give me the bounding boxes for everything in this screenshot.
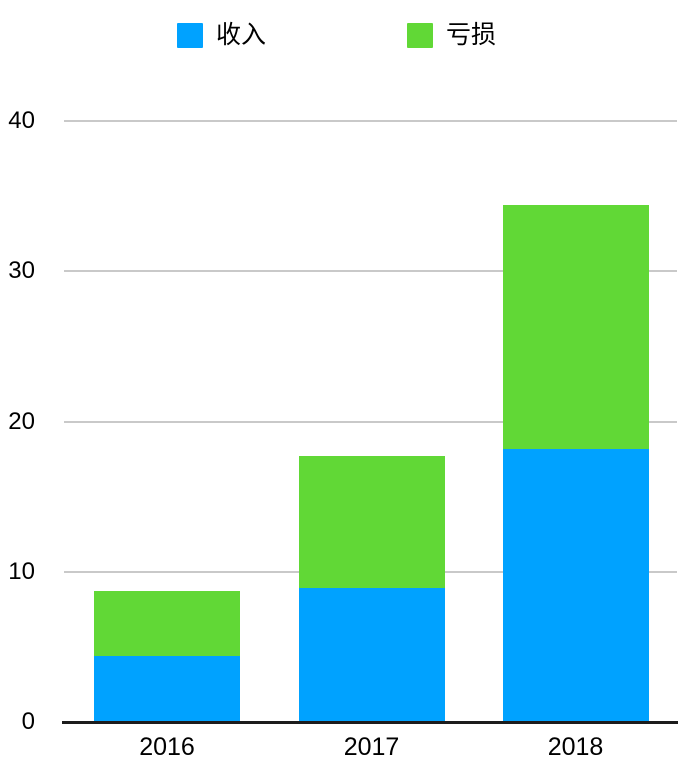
bar-segment-2016-loss [94,591,240,656]
y-axis-tick-label-20: 20 [8,407,35,435]
y-gridline-20 [64,420,677,423]
bar-segment-2018-loss [502,205,649,449]
legend-item-income: 收入 [177,18,266,52]
y-axis-tick-label-30: 30 [8,257,35,285]
bar-segment-2017-loss [298,456,445,589]
x-axis-tick-label-2017: 2017 [343,733,400,761]
bar-segment-2018-income [502,448,649,722]
y-axis-tick-label-40: 40 [8,107,35,134]
y-gridline-40 [64,120,677,122]
legend-item-loss: 亏损 [407,18,496,52]
legend-label-income: 收入 [216,20,267,49]
y-gridline-30 [64,270,677,273]
bar-segment-2016-income [94,655,240,722]
y-axis-tick-label-0: 0 [21,708,35,735]
legend-color-swatch-loss [407,22,433,48]
legend-color-swatch-income [177,22,203,48]
y-axis-tick-label-10: 10 [8,557,35,585]
x-axis-line [62,721,678,724]
legend-label-loss: 亏损 [446,20,497,49]
x-axis-tick-label-2016: 2016 [139,733,195,761]
bar-segment-2017-income [298,588,445,722]
x-axis-tick-label-2018: 2018 [547,733,604,761]
